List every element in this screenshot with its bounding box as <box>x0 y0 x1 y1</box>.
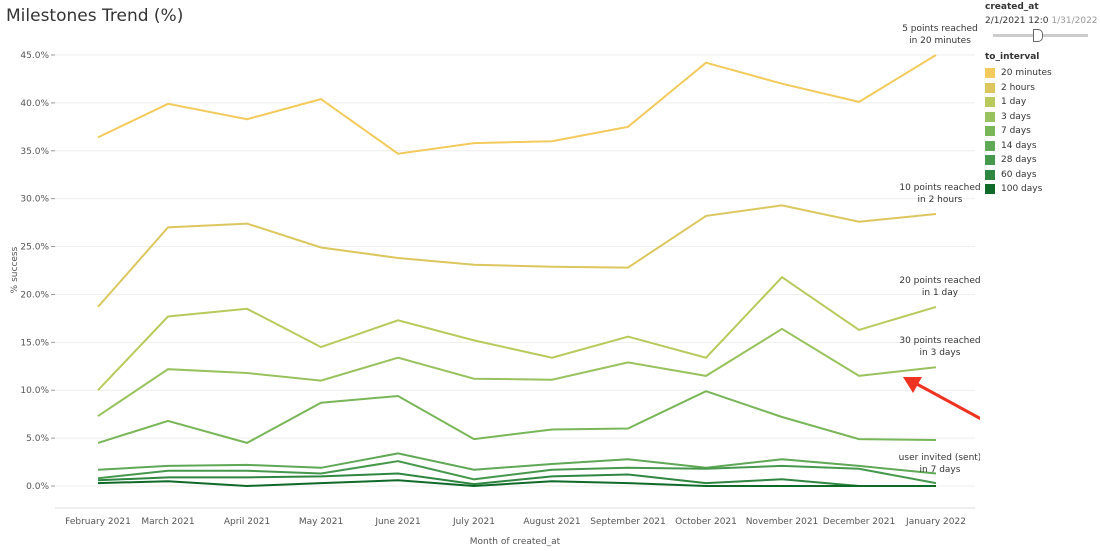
legend: 20 minutes 2 hours 1 day 3 days 7 days 14 day… <box>985 66 1100 197</box>
legend-label: 100 days <box>1001 184 1043 195</box>
date-slider[interactable] <box>993 28 1088 42</box>
legend-label: 28 days <box>1001 155 1037 166</box>
annotation-text: 20 points reached <box>899 276 980 286</box>
x-tick-label: November 2021 <box>746 517 819 527</box>
annotation-text: 30 points reached <box>899 336 980 346</box>
y-tick-label: 0.0% <box>26 482 49 492</box>
legend-item[interactable]: 20 minutes <box>985 66 1100 81</box>
slider-handle[interactable] <box>1033 29 1043 42</box>
legend-label: 3 days <box>1001 111 1031 122</box>
legend-swatch <box>985 111 995 122</box>
legend-swatch <box>985 184 995 195</box>
x-tick-label: May 2021 <box>299 517 343 527</box>
legend-label: 2 hours <box>1001 82 1035 93</box>
chart-title: Milestones Trend (%) <box>6 6 184 26</box>
series-line-20-minutes <box>97 54 937 155</box>
legend-swatch <box>985 169 995 180</box>
x-tick-label: June 2021 <box>374 517 420 527</box>
y-tick-label: 20.0% <box>20 290 49 300</box>
x-tick-label: January 2022 <box>905 517 966 527</box>
date-range: 2/1/2021 12:0 1/31/2022 11 <box>985 16 1100 26</box>
series-line-60-days <box>97 472 936 487</box>
filter-end: 1/31/2022 11 <box>1051 16 1100 26</box>
legend-item[interactable]: 28 days <box>985 153 1100 168</box>
y-tick-label: 40.0% <box>20 99 49 109</box>
annotation-text: 5 points reached <box>902 24 978 34</box>
legend-swatch <box>985 68 995 79</box>
legend-title: to_interval <box>985 52 1040 62</box>
series-line-3-days <box>97 327 937 417</box>
y-tick-label: 10.0% <box>20 386 49 396</box>
y-tick-label: 35.0% <box>20 147 49 157</box>
y-tick-label: 25.0% <box>20 243 49 253</box>
x-tick-label: February 2021 <box>65 517 131 527</box>
series-line-100-days <box>97 479 936 488</box>
x-axis-title: Month of created_at <box>470 537 561 547</box>
x-tick-label: August 2021 <box>523 517 580 527</box>
legend-label: 60 days <box>1001 169 1037 180</box>
legend-swatch <box>985 126 995 137</box>
y-tick-label: 45.0% <box>20 51 49 61</box>
series-line-28-days <box>97 460 937 485</box>
legend-item[interactable]: 2 hours <box>985 81 1100 96</box>
filter-start: 2/1/2021 12:0 <box>985 16 1049 26</box>
annotation-text: user invited (sent) <box>899 453 980 463</box>
legend-item[interactable]: 60 days <box>985 168 1100 183</box>
y-tick-label: 15.0% <box>20 338 49 348</box>
legend-swatch <box>985 140 995 151</box>
legend-item[interactable]: 7 days <box>985 124 1100 139</box>
line-chart: 0.0% 5.0% 10.0% 15.0% 20.0% 25.0% 30.0% 35.0% 40… <box>10 24 980 547</box>
side-panel: created_at 2/1/2021 12:0 1/31/2022 11 to… <box>985 2 1100 197</box>
x-tick-label: December 2021 <box>823 517 895 527</box>
annotation-text: in 2 hours <box>918 195 963 205</box>
legend-label: 14 days <box>1001 140 1037 151</box>
y-axis-title: % success <box>10 246 20 293</box>
legend-item[interactable]: 100 days <box>985 182 1100 197</box>
legend-label: 1 day <box>1001 97 1027 108</box>
annotation-text: in 7 days <box>920 465 961 475</box>
legend-item[interactable]: 14 days <box>985 139 1100 154</box>
series-line-7-days <box>97 390 937 444</box>
annotation-text: in 20 minutes <box>909 36 971 46</box>
filter-label: created_at <box>985 2 1039 12</box>
legend-item[interactable]: 1 day <box>985 95 1100 110</box>
annotation-text: 10 points reached <box>899 183 980 193</box>
x-tick-label: April 2021 <box>224 517 270 527</box>
x-tick-label: October 2021 <box>675 517 737 527</box>
series-line-14-days <box>97 452 937 475</box>
arrow-head-icon <box>903 377 922 393</box>
legend-label: 7 days <box>1001 126 1031 137</box>
legend-swatch <box>985 155 995 166</box>
annotation-text: in 1 day <box>922 288 959 298</box>
x-tick-label: September 2021 <box>590 517 666 527</box>
x-tick-label: July 2021 <box>452 517 495 527</box>
series-line-2-hours <box>97 204 937 308</box>
legend-item[interactable]: 3 days <box>985 110 1100 125</box>
y-tick-label: 30.0% <box>20 195 49 205</box>
x-tick-label: March 2021 <box>141 517 194 527</box>
arrow-shaft <box>914 381 980 421</box>
legend-swatch <box>985 82 995 93</box>
y-tick-label: 5.0% <box>26 434 49 444</box>
series-line-1-day <box>97 275 937 391</box>
legend-label: 20 minutes <box>1001 68 1052 79</box>
legend-swatch <box>985 97 995 108</box>
annotation-text: in 3 days <box>920 348 961 358</box>
